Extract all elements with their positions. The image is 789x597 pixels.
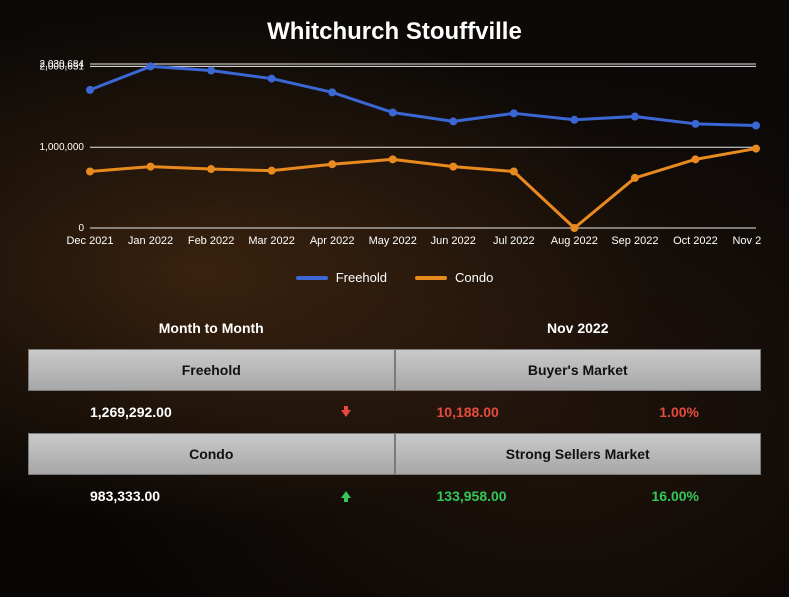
cell-change-freehold: 10,188.00 1.00% (395, 391, 762, 433)
legend-item-freehold: Freehold (296, 270, 387, 285)
table-subheader-freehold: Freehold Buyer's Market (28, 349, 761, 391)
svg-text:1,000,000: 1,000,000 (40, 142, 85, 153)
price-value-freehold: 1,269,292.00 (90, 404, 172, 420)
subheader-market-condo: Strong Sellers Market (395, 433, 762, 475)
delta-value-freehold: 10,188.00 (437, 404, 499, 420)
trend-arrow-icon (339, 405, 353, 419)
table-data-freehold: 1,269,292.00 10,188.00 1.00% (28, 391, 761, 433)
report-page: Whitchurch Stouffville 01,000,0002,000,6… (0, 0, 789, 597)
cell-price-freehold: 1,269,292.00 (28, 391, 395, 433)
svg-text:Oct 2022: Oct 2022 (673, 235, 718, 247)
summary-table: Month to Month Nov 2022 Freehold Buyer's… (28, 307, 761, 517)
svg-text:May 2022: May 2022 (369, 235, 417, 247)
price-value-condo: 983,333.00 (90, 488, 160, 504)
table-header-left: Month to Month (28, 307, 395, 349)
table-data-condo: 983,333.00 133,958.00 16.00% (28, 475, 761, 517)
legend-label-freehold: Freehold (336, 270, 387, 285)
svg-text:Apr 2022: Apr 2022 (310, 235, 355, 247)
legend-swatch-freehold (296, 276, 328, 280)
svg-text:Jul 2022: Jul 2022 (493, 235, 535, 247)
svg-text:Aug 2022: Aug 2022 (551, 235, 598, 247)
table-subheader-condo: Condo Strong Sellers Market (28, 433, 761, 475)
svg-text:Feb 2022: Feb 2022 (188, 235, 234, 247)
svg-text:Nov 2022: Nov 2022 (732, 235, 761, 247)
svg-text:Dec 2021: Dec 2021 (66, 235, 113, 247)
table-header-right: Nov 2022 (395, 307, 762, 349)
legend-item-condo: Condo (415, 270, 493, 285)
chart-legend: Freehold Condo (28, 270, 761, 285)
svg-text:Jun 2022: Jun 2022 (431, 235, 476, 247)
subheader-market-freehold: Buyer's Market (395, 349, 762, 391)
legend-label-condo: Condo (455, 270, 493, 285)
pct-value-condo: 16.00% (652, 488, 699, 504)
page-title: Whitchurch Stouffville (28, 18, 761, 46)
pct-value-freehold: 1.00% (659, 404, 699, 420)
svg-text:Jan 2022: Jan 2022 (128, 235, 173, 247)
legend-swatch-condo (415, 276, 447, 280)
subheader-label-freehold: Freehold (28, 349, 395, 391)
svg-text:Mar 2022: Mar 2022 (248, 235, 294, 247)
price-chart: 01,000,0002,000,6512,030,684Dec 2021Jan … (28, 56, 761, 285)
svg-text:2,030,684: 2,030,684 (40, 59, 85, 70)
chart-svg: 01,000,0002,000,6512,030,684Dec 2021Jan … (28, 56, 761, 266)
svg-text:0: 0 (78, 223, 84, 234)
cell-change-condo: 133,958.00 16.00% (395, 475, 762, 517)
delta-value-condo: 133,958.00 (437, 488, 507, 504)
cell-price-condo: 983,333.00 (28, 475, 395, 517)
subheader-label-condo: Condo (28, 433, 395, 475)
svg-text:Sep 2022: Sep 2022 (611, 235, 658, 247)
trend-arrow-icon (339, 489, 353, 503)
table-header-row: Month to Month Nov 2022 (28, 307, 761, 349)
